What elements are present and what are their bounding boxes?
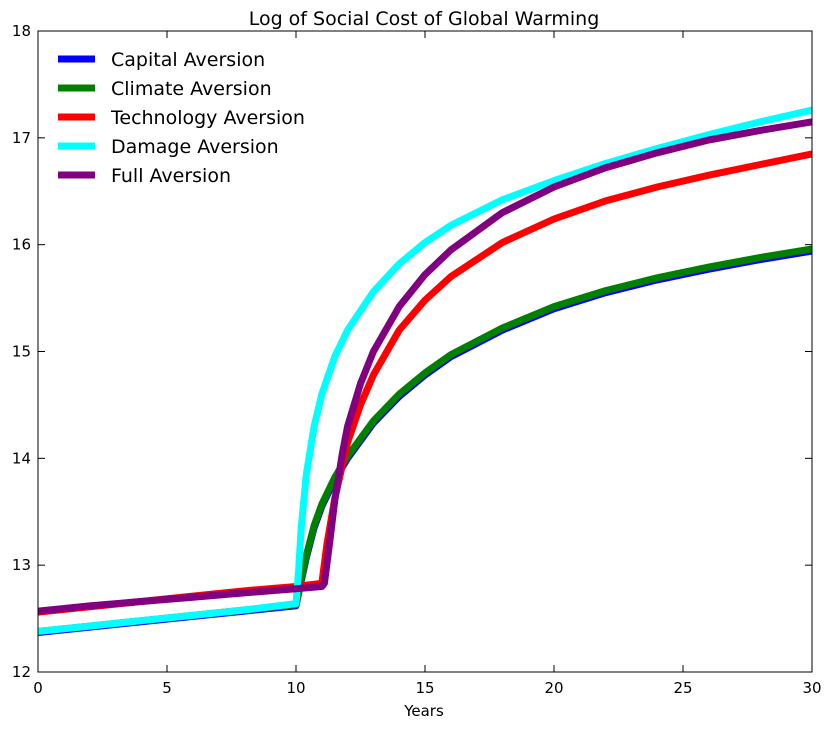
series-line-climate-aversion	[38, 245, 812, 635]
x-tick-label: 0	[33, 679, 43, 697]
x-tick-label: 5	[162, 679, 172, 697]
legend-label: Climate Aversion	[111, 78, 272, 100]
y-tick-label: 12	[12, 663, 31, 681]
series-line-full-aversion	[38, 118, 812, 615]
x-tick-label: 25	[673, 679, 692, 697]
legend-label: Capital Aversion	[111, 49, 265, 71]
series-line-damage-aversion	[38, 106, 812, 635]
x-tick-label: 10	[286, 679, 305, 697]
y-tick-label: 13	[12, 556, 31, 574]
y-tick-label: 16	[12, 236, 31, 254]
y-tick-label: 18	[12, 22, 31, 40]
x-tick-label: 20	[544, 679, 563, 697]
series-group	[38, 106, 812, 636]
legend-label: Damage Aversion	[111, 136, 279, 158]
series-line-technology-aversion	[38, 150, 812, 616]
x-axis-label: Years	[403, 702, 444, 720]
legend: Capital Aversion Climate Aversion Technolo…	[58, 49, 305, 187]
y-tick-label: 14	[12, 449, 31, 467]
legend-label: Full Aversion	[111, 165, 231, 187]
chart-title: Log of Social Cost of Global Warming	[249, 8, 600, 30]
y-tick-label: 15	[12, 343, 31, 361]
x-axis: 0 5 10 15 20 25 30	[33, 31, 822, 697]
y-axis: 12 13 14 15 16 17 18	[12, 22, 812, 681]
series-line-capital-aversion	[38, 247, 812, 636]
plot-area: 0 5 10 15 20 25 30 12 13 14 15 16 17 18	[12, 22, 822, 697]
legend-label: Technology Aversion	[110, 107, 305, 129]
x-tick-label: 30	[802, 679, 821, 697]
x-tick-label: 15	[415, 679, 434, 697]
y-tick-label: 17	[12, 129, 31, 147]
